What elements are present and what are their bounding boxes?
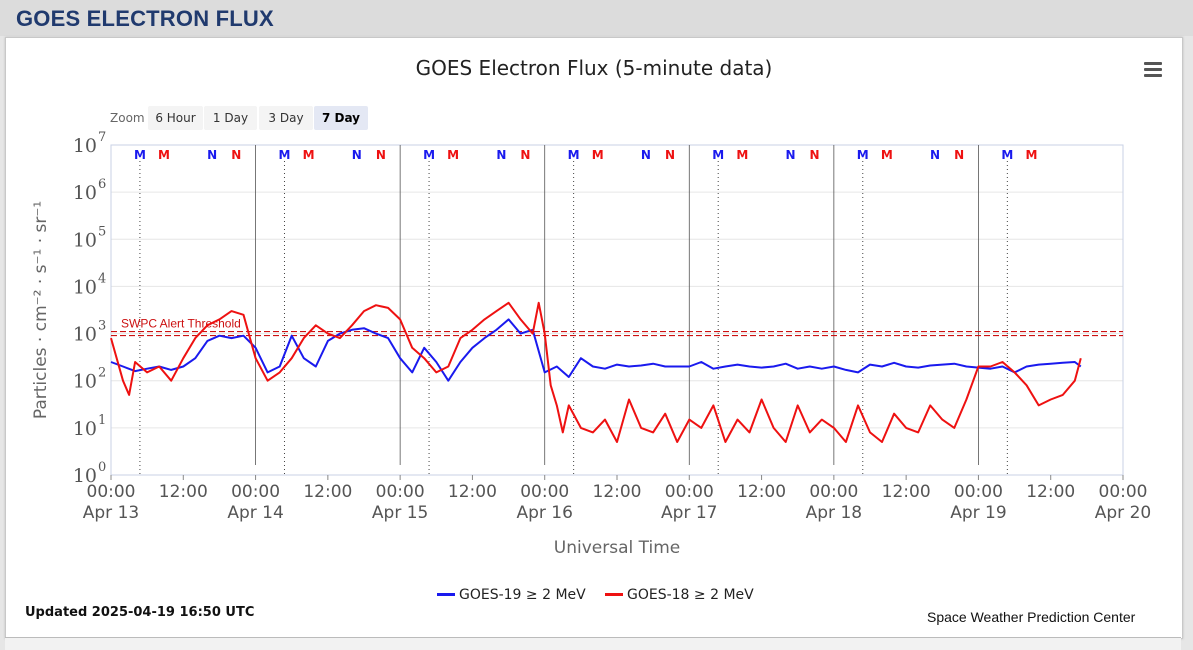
marker-m-label: M: [712, 148, 724, 162]
zoom-label: Zoom: [110, 111, 145, 125]
marker-m-label: M: [1001, 148, 1013, 162]
y-tick-exponent: 1: [98, 413, 106, 428]
x-tick-date: Apr 17: [661, 503, 717, 523]
marker-n-label: N: [954, 148, 964, 162]
marker-n-label: N: [231, 148, 241, 162]
legend-goes18[interactable]: GOES-18 ≥ 2 MeV: [605, 587, 754, 603]
threshold-label: SWPC Alert Threshold: [121, 317, 241, 331]
marker-m-label: M: [279, 148, 291, 162]
zoom-7-day-button[interactable]: 7 Day: [314, 106, 368, 130]
chart-title: GOES Electron Flux (5-minute data): [415, 56, 773, 80]
x-tick-time: 00:00: [665, 482, 714, 502]
updated-timestamp: Updated 2025-04-19 16:50 UTC: [25, 605, 255, 620]
legend-goes19-label: GOES-19 ≥ 2 MeV: [459, 587, 586, 603]
x-tick-time: 00:00: [376, 482, 425, 502]
x-tick-time: 12:00: [1026, 482, 1075, 502]
x-tick-time: 00:00: [87, 482, 136, 502]
x-tick-date: Apr 15: [372, 503, 428, 523]
marker-n-label: N: [785, 148, 795, 162]
x-tick-time: 12:00: [593, 482, 642, 502]
y-tick-label: 10: [73, 135, 97, 157]
x-tick-time: 12:00: [448, 482, 497, 502]
x-tick-date: Apr 14: [227, 503, 283, 523]
y-tick-label: 10: [73, 324, 97, 346]
x-tick-date: Apr 18: [806, 503, 862, 523]
x-tick-time: 00:00: [954, 482, 1003, 502]
x-tick-date: Apr 20: [1095, 503, 1151, 523]
marker-m-label: M: [857, 148, 869, 162]
x-axis-title: Universal Time: [554, 538, 680, 558]
y-tick-label: 10: [73, 182, 97, 204]
y-tick-exponent: 5: [98, 224, 106, 239]
y-tick-exponent: 3: [98, 319, 106, 334]
credit-label: Space Weather Prediction Center: [927, 609, 1136, 625]
marker-m-label: M: [592, 148, 604, 162]
x-tick-time: 00:00: [809, 482, 858, 502]
y-tick-label: 10: [73, 276, 97, 298]
marker-m-label: M: [447, 148, 459, 162]
legend-goes18-label: GOES-18 ≥ 2 MeV: [627, 587, 754, 603]
marker-m-label: M: [423, 148, 435, 162]
marker-m-label: M: [158, 148, 170, 162]
marker-n-label: N: [810, 148, 820, 162]
y-tick-exponent: 2: [98, 366, 106, 381]
x-tick-date: Apr 13: [83, 503, 139, 523]
y-tick-exponent: 4: [98, 271, 106, 286]
x-tick-date: Apr 19: [950, 503, 1006, 523]
marker-m-label: M: [1025, 148, 1037, 162]
y-tick-label: 10: [73, 229, 97, 251]
x-tick-time: 12:00: [882, 482, 931, 502]
series-goes18-line: [110, 301, 1082, 443]
marker-m-label: M: [736, 148, 748, 162]
legend-goes19-swatch: [437, 592, 455, 596]
marker-n-label: N: [207, 148, 217, 162]
plot-border: [110, 144, 1124, 476]
x-tick-time: 12:00: [159, 482, 208, 502]
page-header: GOES ELECTRON FLUX: [0, 0, 1193, 36]
marker-n-label: N: [930, 148, 940, 162]
zoom-6-hour-button[interactable]: 6 Hour: [148, 106, 203, 130]
marker-n-label: N: [641, 148, 651, 162]
y-axis-title: Particles · cm⁻² · s⁻¹ · sr⁻¹: [31, 201, 51, 419]
legend-goes18-swatch: [605, 592, 623, 596]
marker-n-label: N: [352, 148, 362, 162]
marker-n-label: N: [496, 148, 506, 162]
x-tick-time: 12:00: [737, 482, 786, 502]
series-goes19-line: [110, 318, 1082, 382]
y-tick-label: 10: [73, 371, 97, 393]
chart-panel: GOES Electron Flux (5-minute data) Zoom …: [5, 37, 1183, 639]
y-tick-label: 10: [73, 465, 97, 487]
marker-n-label: N: [665, 148, 675, 162]
y-tick-exponent: 7: [98, 130, 106, 145]
zoom-3-day-button[interactable]: 3 Day: [259, 106, 313, 130]
marker-n-label: N: [520, 148, 530, 162]
marker-m-label: M: [134, 148, 146, 162]
x-tick-time: 00:00: [520, 482, 569, 502]
page-header-title: GOES ELECTRON FLUX: [16, 6, 274, 31]
y-tick-exponent: 0: [98, 460, 106, 475]
legend-goes19[interactable]: GOES-19 ≥ 2 MeV: [437, 587, 586, 603]
x-tick-time: 12:00: [303, 482, 352, 502]
zoom-1-day-button[interactable]: 1 Day: [204, 106, 257, 130]
x-tick-time: 00:00: [231, 482, 280, 502]
marker-n-label: N: [376, 148, 386, 162]
x-tick-date: Apr 16: [516, 503, 572, 523]
x-tick-time: 00:00: [1099, 482, 1148, 502]
marker-m-label: M: [568, 148, 580, 162]
y-tick-exponent: 6: [98, 177, 106, 192]
marker-m-label: M: [303, 148, 315, 162]
y-tick-label: 10: [73, 418, 97, 440]
menu-icon[interactable]: [1144, 62, 1162, 78]
marker-m-label: M: [881, 148, 893, 162]
panel-bottom-bar: [5, 637, 1181, 650]
